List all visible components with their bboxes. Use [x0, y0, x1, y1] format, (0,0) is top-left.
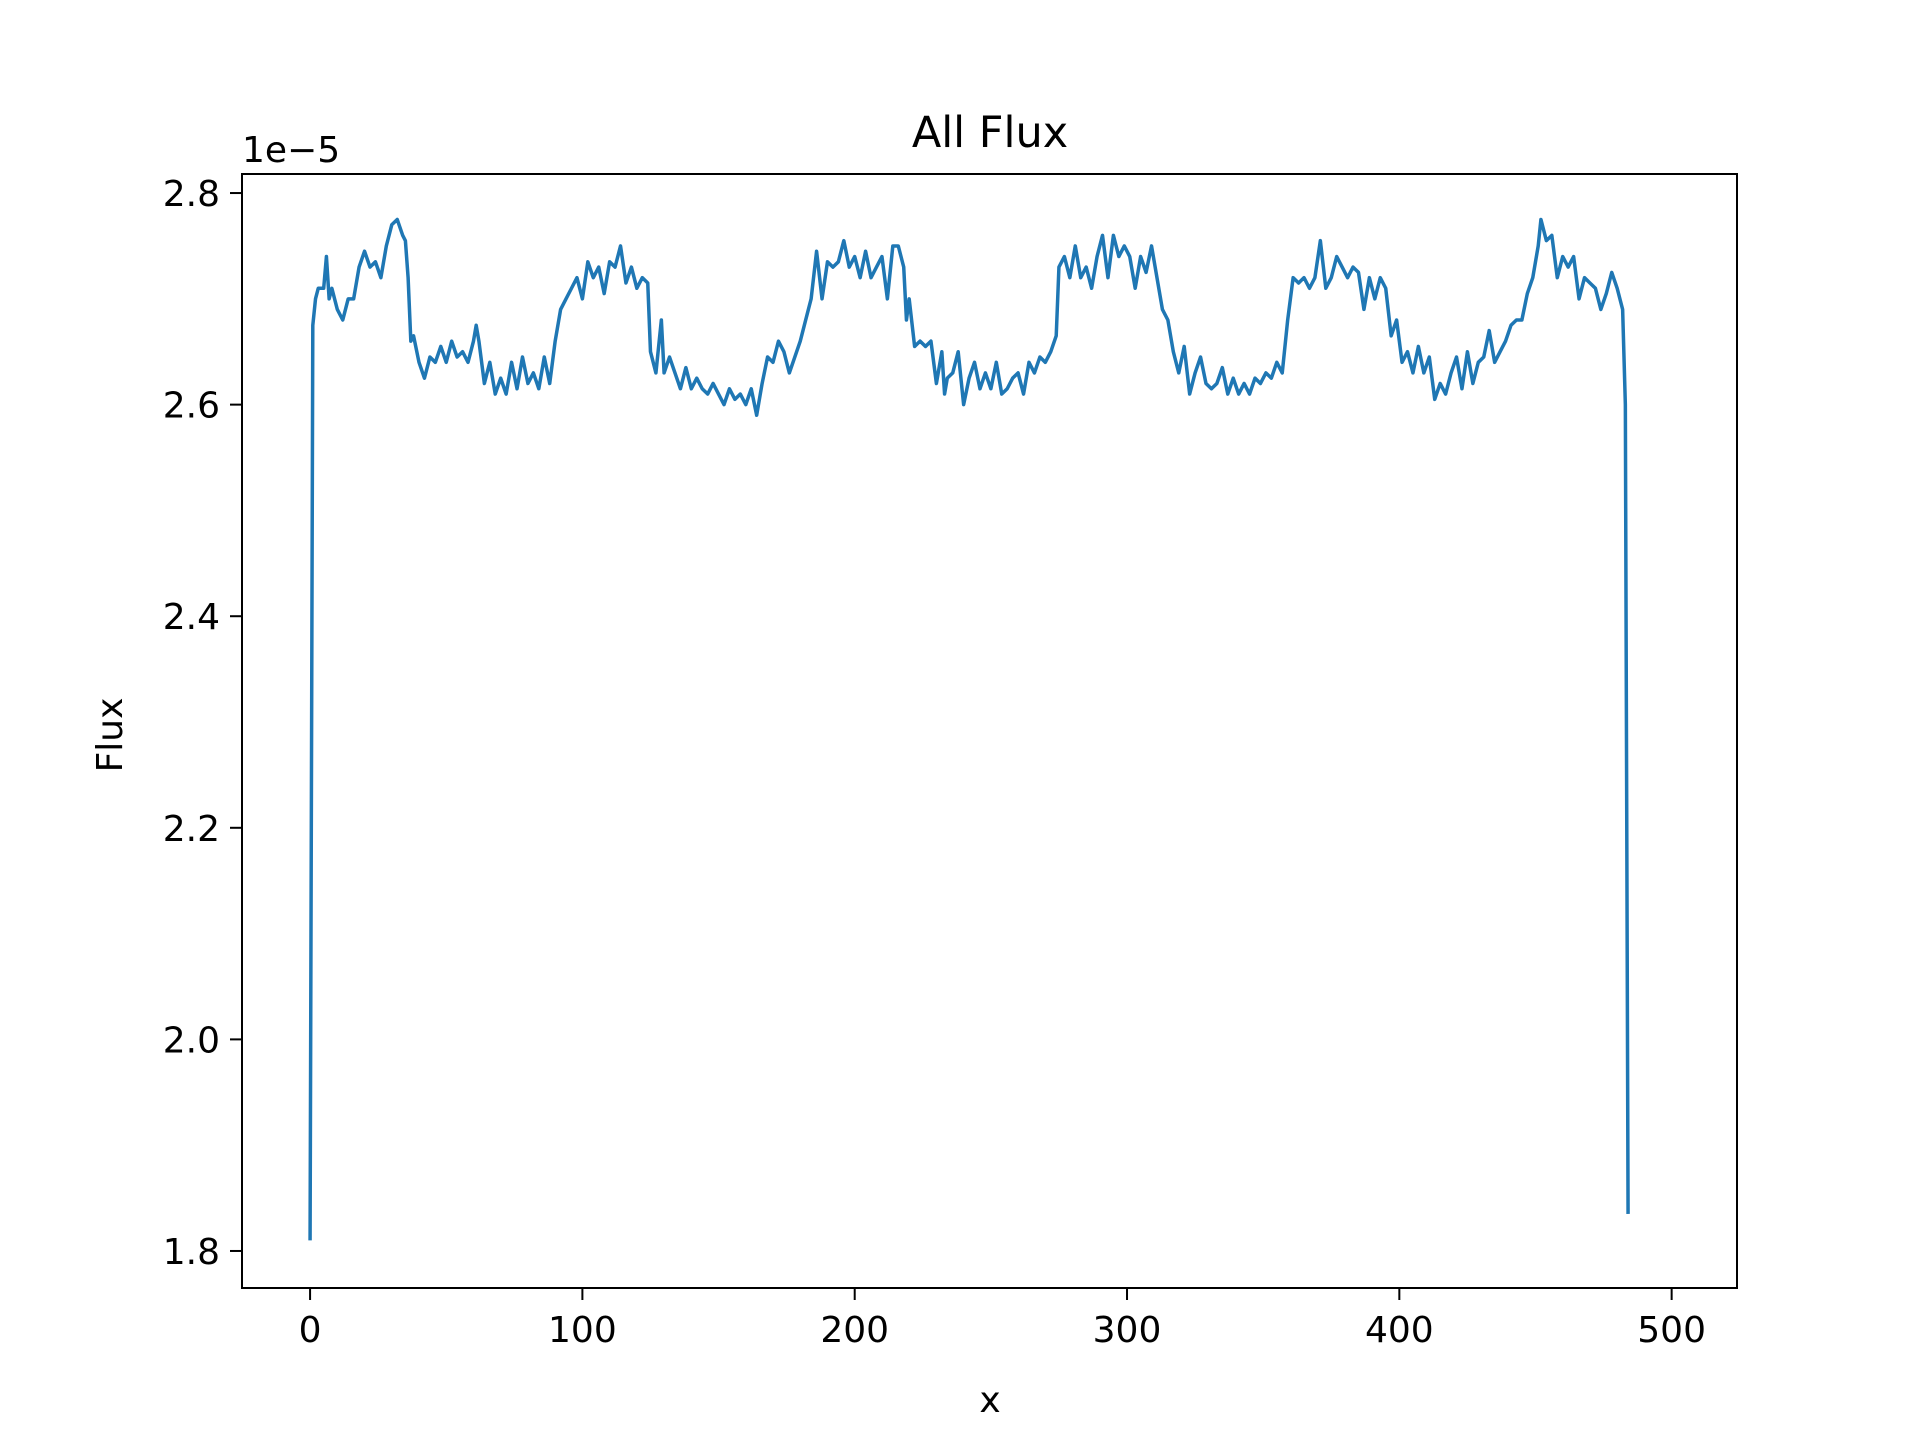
series-line [308, 217, 1630, 1241]
y-axis-offset-label: 1e−5 [242, 130, 340, 171]
chart-title: All Flux [912, 108, 1068, 158]
y-tick-label: 2.6 [163, 386, 220, 427]
y-tick-label: 2.2 [163, 809, 220, 850]
x-tick-label: 0 [299, 1310, 322, 1351]
series [308, 217, 1630, 1241]
y-tick-label: 2.4 [163, 597, 220, 638]
x-tick-label: 400 [1365, 1310, 1434, 1351]
x-tick-label: 300 [1093, 1310, 1162, 1351]
x-tick-label: 500 [1637, 1310, 1706, 1351]
axes [241, 173, 1738, 1289]
ticks: 0 100 200 300 400 500 1.8 2.0 2.2 2.4 2.6 2.8 [163, 174, 1706, 1351]
x-axis-label: x [979, 1380, 1000, 1421]
x-tick-label: 100 [548, 1310, 617, 1351]
y-tick-label: 2.0 [163, 1020, 220, 1061]
x-tick-label: 200 [820, 1310, 889, 1351]
y-axis-label: Flux [90, 698, 131, 773]
plot-frame [241, 173, 1738, 1289]
y-tick-label: 2.8 [163, 174, 220, 215]
y-tick-label: 1.8 [163, 1232, 220, 1273]
